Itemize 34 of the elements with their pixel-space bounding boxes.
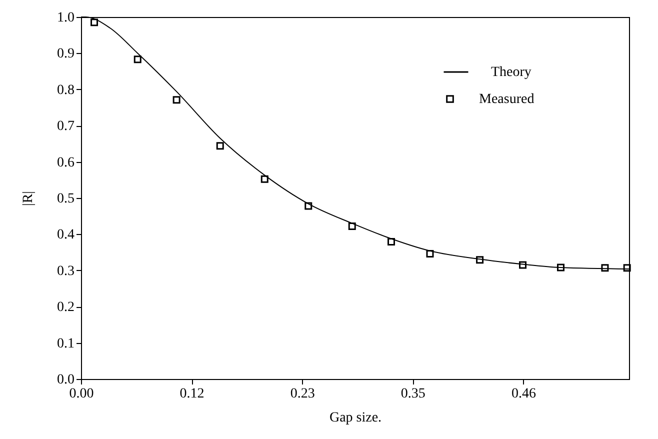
point	[556, 264, 564, 272]
y-tick-label: 0.7	[57, 119, 74, 134]
y-tick-label: 0.4	[57, 228, 74, 243]
legend-label: Theory	[491, 65, 532, 80]
point	[90, 18, 98, 26]
legend-label: Measured	[479, 92, 534, 107]
x-tick-label: 0.46	[511, 386, 536, 402]
y-tick-label: 0.1	[57, 336, 74, 352]
point	[426, 250, 434, 258]
point	[476, 256, 484, 264]
x-tick-label: 0.23	[290, 386, 315, 402]
point	[519, 261, 527, 269]
x-tick-label: 0.00	[69, 386, 94, 402]
point	[216, 142, 224, 150]
point	[134, 56, 142, 64]
point	[260, 175, 268, 183]
point	[304, 202, 312, 210]
y-tick-label: 1.0	[57, 10, 74, 26]
y-tick-label: 0.9	[57, 46, 74, 62]
y-tick-label: 0.6	[57, 155, 74, 170]
x-tick-label: 0.35	[400, 386, 426, 402]
y-tick-label: 0.5	[57, 192, 74, 206]
y-tick-label: 0.0	[57, 372, 74, 388]
x-axis-title: Gap size.	[329, 410, 382, 426]
y-tick-label: 0.3	[57, 264, 74, 279]
point	[348, 222, 356, 230]
y-tick-label: 0.8	[57, 82, 74, 98]
y-tick-label: 0.2	[57, 300, 74, 316]
x-tick-label: 0.12	[180, 386, 204, 402]
point	[623, 264, 631, 272]
point	[387, 238, 395, 246]
y-axis-title: |R|	[21, 191, 36, 206]
point	[172, 96, 180, 104]
point	[601, 264, 609, 272]
